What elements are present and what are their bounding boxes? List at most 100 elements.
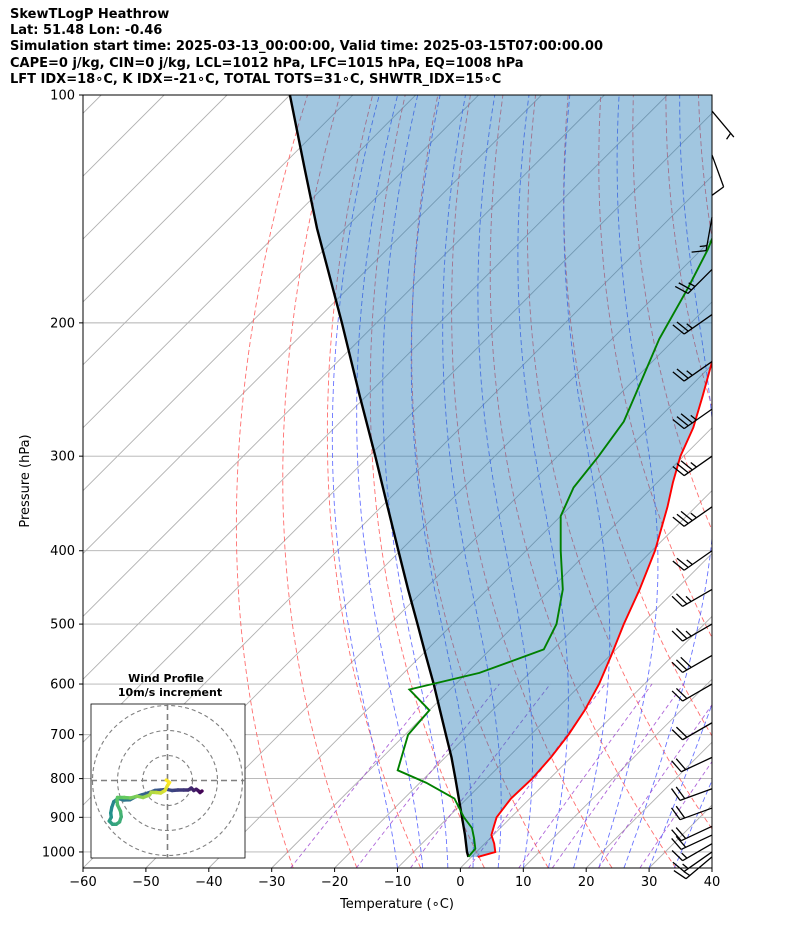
barb-half-feather <box>688 282 696 287</box>
barb-staff <box>682 623 713 642</box>
dry-adiabat-line <box>326 95 422 868</box>
barb-staff <box>680 834 713 851</box>
isotherm-line <box>83 95 417 429</box>
x-tick-label: −50 <box>132 875 159 890</box>
dry-adiabat-line <box>451 95 613 868</box>
barb-feather <box>675 726 688 738</box>
moist-adiabat-line <box>517 95 569 868</box>
hodograph-inset: Wind Profile 10m/s increment <box>90 672 246 859</box>
wind-barb <box>671 825 713 842</box>
barb-staff <box>683 361 713 382</box>
profile-lines <box>288 95 712 858</box>
barb-feather <box>671 690 684 702</box>
x-tick-label: −30 <box>258 875 285 890</box>
x-tick-label: −40 <box>195 875 222 890</box>
barb-staff <box>682 654 713 673</box>
barb-feather <box>671 630 684 642</box>
barb-staff <box>683 455 713 477</box>
moist-adiabat-line <box>382 95 449 868</box>
barb-half-feather <box>683 870 691 877</box>
isotherm-line <box>522 678 712 868</box>
barb-feather <box>670 807 681 821</box>
cape-shading <box>289 95 712 857</box>
barb-feather <box>671 829 682 842</box>
wind-barb <box>671 588 713 608</box>
barb-feather <box>676 557 689 568</box>
dry-adiabat-line <box>369 95 485 868</box>
barb-feather <box>675 687 688 699</box>
hodograph-plot <box>91 704 245 858</box>
wind-barb <box>671 722 713 741</box>
mixing-ratio-line <box>410 683 551 868</box>
dry-adiabat-line <box>527 95 712 830</box>
y-tick-label: 1000 <box>42 845 75 860</box>
isotherm-line <box>83 112 712 743</box>
dry-adiabat-line <box>563 95 712 737</box>
moist-adiabat-line <box>648 702 712 868</box>
mixing-ratio-line <box>598 703 712 868</box>
wind-barb <box>671 834 713 851</box>
moist-adiabat-line <box>356 95 424 868</box>
barb-feather <box>672 861 685 872</box>
wind-barb <box>670 786 713 801</box>
barb-half-feather <box>686 323 693 329</box>
hodograph-subtitle: 10m/s increment <box>118 686 222 699</box>
isotherm-line <box>208 364 712 868</box>
temperature-profile-line <box>477 359 712 858</box>
mixing-ratio-line <box>551 683 684 868</box>
isotherm-line <box>83 95 102 114</box>
convective-parameters: CAPE=0 j/kg, CIN=0 j/kg, LCL=1012 hPa, L… <box>10 55 524 71</box>
barb-feather <box>671 729 684 741</box>
barb-feather <box>672 371 685 382</box>
mixing-ratio-line <box>518 683 653 868</box>
barb-feather <box>675 827 687 840</box>
barb-feather <box>675 758 687 771</box>
x-tick-label: −20 <box>321 875 348 890</box>
isotherm-line <box>775 95 794 868</box>
barb-half-feather <box>686 559 693 566</box>
barb-feather <box>672 418 685 430</box>
moist-adiabat-line <box>442 95 502 868</box>
barb-staff <box>683 314 713 335</box>
stability-indices: LFT IDX=18∘C, K IDX=-21∘C, TOTAL TOTS=31… <box>10 71 502 87</box>
barb-feather <box>678 282 692 291</box>
chart-title: SkewTLogP Heathrow <box>10 7 170 22</box>
isotherm-line <box>83 95 291 303</box>
barb-feather <box>676 513 689 524</box>
isotherm-line <box>334 489 712 868</box>
wind-barb <box>672 455 713 477</box>
dry-adiabat-line <box>697 95 712 241</box>
y-tick-label: 800 <box>50 772 75 787</box>
dry-adiabat-line <box>731 95 794 868</box>
barb-staff <box>682 722 713 741</box>
location-coordinates: Lat: 51.48 Lon: -0.46 <box>10 23 163 39</box>
barb-feather <box>673 870 687 880</box>
barb-staff <box>682 683 713 702</box>
barb-feather <box>674 285 689 295</box>
x-tick-label: 20 <box>578 875 595 890</box>
y-tick-label: 400 <box>50 544 75 559</box>
hodograph-segment <box>164 778 172 785</box>
isotherm-line <box>460 615 712 868</box>
y-tick-label: 300 <box>50 450 75 465</box>
isotherm-line <box>83 95 605 618</box>
barb-feather <box>671 760 682 773</box>
moist-adiabat-line <box>331 95 398 868</box>
moist-adiabat-line <box>563 95 611 868</box>
barb-feather <box>680 460 693 471</box>
barb-feather <box>672 324 685 335</box>
barb-half-feather <box>690 512 697 519</box>
barb-feather <box>675 786 686 800</box>
wind-barbs <box>670 110 735 880</box>
y-tick-label: 500 <box>50 618 75 633</box>
y-axis-title: Pressure (hPa) <box>18 434 33 527</box>
wind-barb <box>672 506 713 527</box>
dry-adiabat-line <box>598 95 712 639</box>
wind-barb <box>671 623 713 642</box>
wind-barb <box>672 314 713 335</box>
y-tick-label: 600 <box>50 678 75 693</box>
barb-staff <box>683 550 713 571</box>
barb-feather <box>675 593 688 605</box>
dry-adiabat-line <box>489 95 677 868</box>
mixing-ratio-line <box>355 683 500 868</box>
